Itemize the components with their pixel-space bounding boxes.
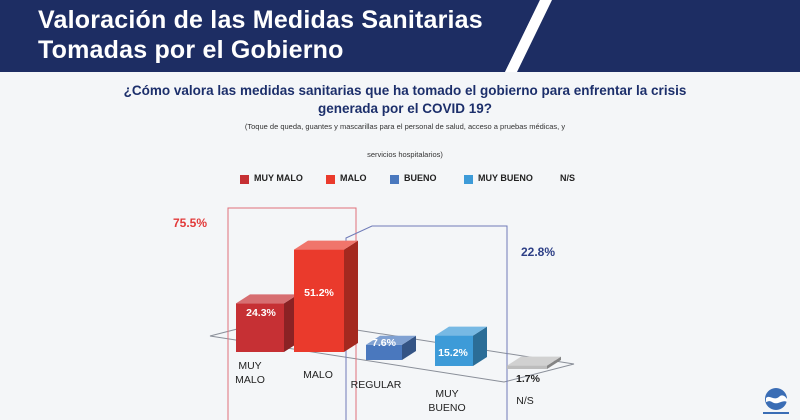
bar-front <box>294 249 344 352</box>
legend-label-muy-bueno: MUY BUENO <box>478 173 533 183</box>
bar-top <box>236 294 298 304</box>
page-title-line-2: Tomadas por el Gobierno <box>38 36 344 64</box>
category-label: N/S <box>516 395 534 407</box>
bar-side <box>473 326 487 366</box>
category-label: REGULAR <box>351 379 402 391</box>
data-label: 7.6% <box>372 337 397 349</box>
category-label: MUY MALO <box>235 360 265 386</box>
bar-front <box>435 335 473 366</box>
legend-swatch-muy-malo <box>240 175 249 184</box>
bar-front <box>236 303 284 352</box>
group-total-label: 75.5% <box>173 216 207 230</box>
question-note-line-2: servicios hospitalarios) <box>367 150 443 159</box>
legend-label-malo: MALO <box>340 173 367 183</box>
category-label: MALO <box>303 369 333 381</box>
bar-side <box>344 240 358 352</box>
header-background <box>0 0 800 72</box>
header-banner: Valoración de las Medidas Sanitarias Tom… <box>0 0 800 72</box>
bar <box>507 356 561 369</box>
bar-side <box>402 335 416 360</box>
bar <box>366 335 416 360</box>
bar-top <box>294 240 358 250</box>
bar <box>236 294 298 352</box>
bar-front <box>507 365 547 369</box>
bar-top <box>435 326 487 336</box>
bar <box>294 240 358 352</box>
group-total-label: 22.8% <box>521 245 555 259</box>
chart-legend: MUY MALO MALO BUENO MUY BUENO N/S <box>232 172 652 186</box>
category-label: MUY BUENO <box>428 388 465 414</box>
legend-swatch-bueno <box>390 175 399 184</box>
survey-question: ¿Cómo valora las medidas sanitarias que … <box>123 83 687 116</box>
data-label: 1.7% <box>516 373 541 385</box>
data-label: 51.2% <box>304 287 334 299</box>
legend-swatch-muy-bueno <box>464 175 473 184</box>
bar-top <box>507 356 561 366</box>
data-label: 15.2% <box>438 347 468 359</box>
question-note-line-1: (Toque de queda, guantes y mascarillas p… <box>244 122 566 131</box>
data-label: 24.3% <box>246 307 276 319</box>
legend-label-muy-malo: MUY MALO <box>254 173 303 183</box>
globe-logo-icon <box>763 388 789 414</box>
bar <box>435 326 487 366</box>
legend-label-bueno: BUENO <box>404 173 437 183</box>
page-title-line-1: Valoración de las Medidas Sanitarias <box>38 6 483 34</box>
legend-swatch-malo <box>326 175 335 184</box>
bar-side <box>547 356 561 369</box>
legend-label-ns: N/S <box>560 173 576 183</box>
bar-top <box>366 335 416 345</box>
bar-front <box>366 344 402 360</box>
positive-group-frame <box>345 225 508 420</box>
